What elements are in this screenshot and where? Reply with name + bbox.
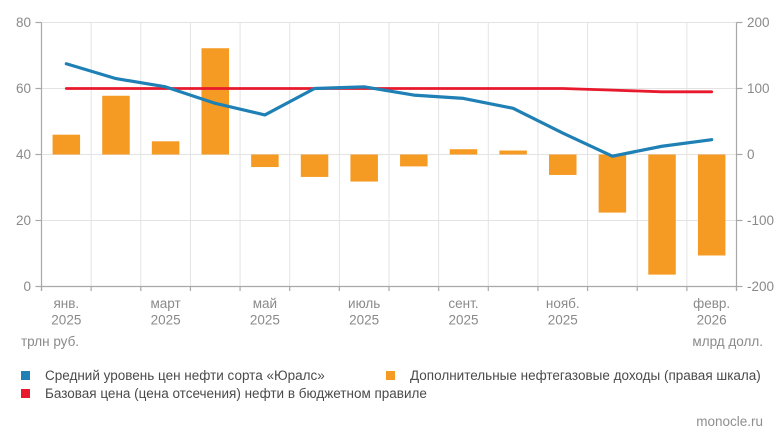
- x-axis-year-label: 2025: [349, 313, 379, 328]
- x-axis-month-label: сент.: [448, 296, 478, 311]
- legend-swatch-base-price: [21, 388, 30, 398]
- bar: [697, 154, 726, 256]
- legend-item-urals-price: Средний уровень цен нефти сорта «Юралс»: [21, 367, 386, 385]
- right-axis-tick-label: -200: [747, 279, 774, 294]
- bar: [300, 154, 329, 177]
- right-axis-tick-label: -100: [747, 213, 774, 228]
- x-axis-month-label: май: [253, 296, 277, 311]
- left-axis-caption: трлн руб.: [21, 334, 80, 349]
- legend-item-extra-revenues: Дополнительные нефтегазовые доходы (прав…: [386, 367, 761, 385]
- left-axis-tick-label: 80: [16, 15, 31, 30]
- left-axis-tick-label: 20: [16, 213, 31, 228]
- bar: [598, 154, 627, 213]
- gridlines: [41, 22, 737, 287]
- x-axis-month-label: июль: [348, 296, 380, 311]
- bar: [449, 149, 478, 155]
- right-axis-tick-label: 200: [747, 15, 770, 30]
- x-axis-year-label: 2025: [548, 313, 578, 328]
- bar: [648, 154, 676, 275]
- right-axis-tick-label: 100: [747, 81, 770, 96]
- legend: Средний уровень цен нефти сорта «Юралс» …: [0, 367, 784, 402]
- legend-label-urals-price: Средний уровень цен нефти сорта «Юралс»: [45, 368, 325, 384]
- legend-label-extra-revenues: Дополнительные нефтегазовые доходы (прав…: [410, 368, 761, 384]
- x-axis-year-label: 2025: [448, 313, 478, 328]
- axes: [35, 21, 743, 291]
- legend-column-right: Дополнительные нефтегазовые доходы (прав…: [386, 367, 761, 385]
- right-axis-tick-label: 0: [747, 147, 755, 162]
- legend-label-base-price: Базовая цена (цена отсечения) нефти в бю…: [45, 385, 427, 401]
- x-axis-month-label: янв.: [53, 296, 79, 311]
- bar: [151, 141, 180, 155]
- source-link[interactable]: monocle.ru: [696, 414, 763, 429]
- x-axis-month-label: нояб.: [546, 296, 580, 311]
- combo-chart: 0 20 40 60 80 -200 -100 0 100 200 янв. 2025 март 2025…: [16, 15, 774, 328]
- x-axis-year-label: 2026: [697, 313, 727, 328]
- x-axis-month-label: февр.: [693, 296, 730, 311]
- bar: [251, 154, 279, 168]
- x-axis-year-label: 2025: [151, 313, 181, 328]
- legend-swatch-urals-price: [21, 371, 30, 381]
- left-axis-tick-label: 60: [16, 81, 31, 96]
- tick-labels: 0 20 40 60 80 -200 -100 0 100 200 янв. 2025 март 2025…: [16, 15, 774, 328]
- right-axis-caption: млрд долл.: [692, 334, 763, 349]
- bar: [549, 154, 577, 175]
- x-axis-year-label: 2025: [51, 313, 81, 328]
- legend-swatch-extra-revenues: [386, 371, 395, 381]
- bar: [499, 150, 527, 155]
- bar: [350, 154, 378, 182]
- bar: [102, 95, 130, 155]
- line-urals-price: [64, 62, 714, 158]
- bar: [52, 134, 81, 155]
- bars-extra-revenues: [52, 48, 726, 275]
- x-axis-year-label: 2025: [250, 313, 280, 328]
- left-axis-tick-label: 40: [16, 147, 31, 162]
- x-axis-month-label: март: [151, 296, 181, 311]
- legend-item-base-price: Базовая цена (цена отсечения) нефти в бю…: [21, 385, 427, 403]
- bar: [400, 154, 428, 167]
- left-axis-tick-label: 0: [23, 279, 31, 294]
- axis-captions: трлн руб. млрд долл.: [0, 334, 784, 349]
- legend-column-left: Средний уровень цен нефти сорта «Юралс» …: [21, 367, 427, 403]
